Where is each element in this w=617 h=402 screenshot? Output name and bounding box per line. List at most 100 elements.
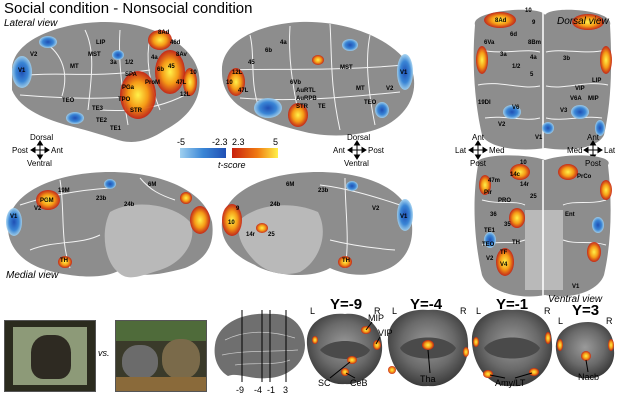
slice-heading-y-4: Y=-4 bbox=[410, 296, 443, 313]
annotation-vip: VIP bbox=[378, 328, 393, 338]
region-label: 6Vb bbox=[290, 80, 302, 86]
region-label: V2 bbox=[34, 206, 42, 212]
region-label: TH bbox=[342, 258, 350, 264]
region-label: TEO bbox=[364, 100, 377, 106]
region-label: 1/2 bbox=[125, 60, 134, 66]
annotation-ceb: CeB bbox=[350, 378, 368, 388]
region-label: 36 bbox=[490, 212, 497, 218]
region-label: 14r bbox=[246, 232, 256, 238]
region-label: PrCo bbox=[577, 174, 592, 180]
social-stimulus-photo bbox=[4, 320, 96, 392]
orient-dorsal-med-left: Med bbox=[489, 146, 505, 155]
region-label: 35 bbox=[504, 222, 511, 228]
region-label: 4a bbox=[280, 40, 287, 46]
region-label: 5 bbox=[530, 72, 534, 78]
region-label: Ent bbox=[565, 212, 575, 218]
orient-ant-right: Ant bbox=[333, 146, 346, 155]
region-label: LIP bbox=[96, 40, 106, 46]
region-label: 25 bbox=[268, 232, 275, 238]
region-label: PGM bbox=[40, 198, 54, 204]
orientation-cross-dorsal-left bbox=[468, 140, 488, 160]
region-label: V1 bbox=[572, 284, 580, 290]
region-label: 19M bbox=[58, 188, 70, 194]
region-label: TE1 bbox=[110, 126, 122, 132]
region-label: 12L bbox=[180, 92, 191, 98]
region-label: TH bbox=[60, 258, 68, 264]
colorbar bbox=[180, 148, 278, 158]
colorbar-tick-neg5: -5 bbox=[177, 137, 186, 147]
region-label: TPO bbox=[118, 97, 131, 103]
lateral-right-brain bbox=[221, 21, 415, 136]
coronal-slice-y-9 bbox=[306, 313, 383, 385]
orient-dorsal-lat-right: Lat bbox=[604, 146, 616, 155]
ventral-brain bbox=[474, 155, 612, 300]
orientation-cross-lateral-left bbox=[30, 140, 50, 160]
slice-left-marker: L bbox=[558, 316, 564, 326]
region-label: 24b bbox=[270, 202, 281, 208]
region-label: 1/2 bbox=[512, 64, 521, 70]
region-label: V6A bbox=[570, 96, 582, 102]
region-label: 6M bbox=[148, 182, 157, 188]
colorbar-tick-neg2-3: -2.3 bbox=[212, 137, 228, 147]
versus-label: vs. bbox=[98, 348, 110, 358]
sagittal-tick: -1 bbox=[267, 385, 276, 395]
region-label: 4a bbox=[530, 55, 537, 61]
orientation-cross-lateral-right bbox=[347, 140, 367, 160]
orient-ant-left: Ant bbox=[51, 146, 64, 155]
region-label: TE3 bbox=[92, 106, 104, 112]
colorbar-tick-2-3: 2.3 bbox=[232, 137, 245, 147]
lateral-left-brain bbox=[12, 22, 200, 142]
region-label: 47m bbox=[488, 178, 501, 184]
region-label: 12L bbox=[232, 70, 243, 76]
figure-title: Social condition - Nonsocial condition bbox=[4, 0, 253, 17]
dorsal-view-label: Dorsal view bbox=[557, 16, 609, 27]
region-label: 8Ad bbox=[495, 18, 507, 24]
orient-post-right: Post bbox=[368, 146, 385, 155]
slice-heading-y-9: Y=-9 bbox=[330, 296, 363, 313]
orient-dorsal-left: Dorsal bbox=[30, 133, 54, 142]
region-label: 9 bbox=[236, 206, 240, 212]
region-label: TE1 bbox=[484, 228, 496, 234]
slice-right-marker: R bbox=[374, 306, 381, 316]
region-label: ProM bbox=[145, 80, 160, 86]
slice-left-marker: L bbox=[476, 306, 482, 316]
region-label: 10 bbox=[226, 80, 233, 86]
slice-left-marker: L bbox=[392, 306, 398, 316]
slice-right-marker: R bbox=[606, 316, 613, 326]
region-label: SPA bbox=[125, 72, 137, 78]
region-label: V2 bbox=[372, 206, 380, 212]
region-label: 3a bbox=[110, 60, 117, 66]
region-label: LIP bbox=[592, 78, 602, 84]
slice-right-marker: R bbox=[460, 306, 467, 316]
region-label: 3b bbox=[563, 56, 571, 62]
annotation-nacb: Nacb bbox=[578, 372, 600, 382]
region-label: MT bbox=[356, 86, 365, 92]
slice-heading-y3: Y=3 bbox=[572, 302, 600, 319]
region-label: STR bbox=[296, 104, 308, 110]
annotation-sc: SC bbox=[318, 378, 331, 388]
region-label: V1 bbox=[400, 214, 408, 220]
region-label: 8Ad bbox=[158, 30, 170, 36]
region-label: TEO bbox=[62, 98, 75, 104]
region-label: 25 bbox=[530, 194, 537, 200]
region-label: MT bbox=[70, 64, 79, 70]
region-label: Pir bbox=[484, 190, 493, 196]
region-label: 10 bbox=[228, 220, 235, 226]
region-label: 8Bm bbox=[528, 40, 542, 46]
region-label: 23b bbox=[96, 196, 107, 202]
region-label: V2 bbox=[30, 52, 38, 58]
region-label: TE2 bbox=[96, 118, 108, 124]
dorsal-brain bbox=[473, 9, 612, 150]
medial-left-brain bbox=[6, 172, 213, 278]
orient-ventral-left: Ventral bbox=[27, 159, 52, 168]
colorbar-tick-5: 5 bbox=[273, 137, 279, 147]
region-label: 10 bbox=[525, 8, 532, 14]
region-label: 4a bbox=[151, 55, 158, 61]
region-label: V1 bbox=[400, 70, 408, 76]
slice-heading-y-1: Y=-1 bbox=[496, 296, 529, 313]
region-label: 6b bbox=[265, 48, 273, 54]
orient-dorsal-lat-left: Lat bbox=[455, 146, 467, 155]
region-label: V2 bbox=[386, 86, 394, 92]
region-label: V3 bbox=[560, 108, 568, 114]
